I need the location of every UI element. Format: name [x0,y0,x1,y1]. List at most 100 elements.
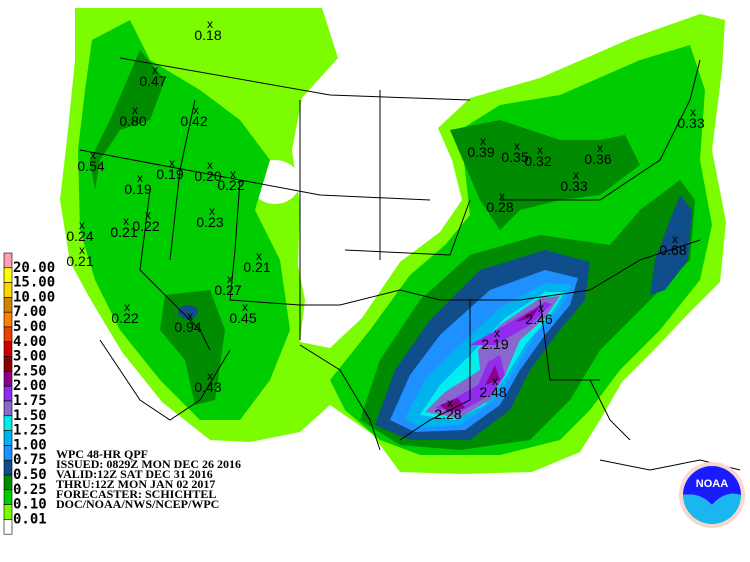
precip-value: 0.33 [560,178,587,194]
legend-label: 10.00 [13,289,55,305]
precip-maximum: x0.19 [124,171,151,197]
precip-value: 0.19 [124,181,151,197]
x-marker-icon: x [538,301,544,315]
x-marker-icon: x [227,272,233,286]
forecaster: FORECASTER: SCHICHTEL [56,487,216,501]
precip-maximum: x0.42 [180,103,207,129]
x-marker-icon: x [90,148,96,162]
precip-value: 0.68 [659,242,686,258]
precip-area-0.50-atlantic [650,195,692,295]
x-marker-icon: x [207,17,213,31]
precip-value: 0.23 [196,214,223,230]
legend-swatch [3,341,13,357]
precip-value: 0.36 [584,151,611,167]
precip-area-0.25-west [90,50,165,190]
legend-swatch [3,445,13,461]
precip-maximum: x0.18 [194,17,221,43]
product-info: WPC 48-HR QPF ISSUED: 0829Z MON DEC 26 2… [56,447,241,511]
legend-swatch [3,504,13,520]
legend-swatch [3,282,13,298]
precip-maximum: x0.33 [677,105,704,131]
x-marker-icon: x [79,243,85,257]
legend-label: 2.00 [13,378,47,394]
precip-maximum: x0.19 [156,156,183,182]
legend-label: 0.10 [13,497,47,513]
precip-maximum: x0.27 [214,272,241,298]
precip-maximum: x0.68 [659,232,686,258]
precip-area-1.75 [435,302,552,412]
precip-maximum: x0.22 [111,300,138,326]
precip-value: 0.94 [174,319,201,335]
precip-value: 0.19 [156,166,183,182]
x-marker-icon: x [207,369,213,383]
precip-area-2.00 [440,306,540,412]
legend-label: 0.50 [13,467,47,483]
x-marker-icon: x [480,134,486,148]
legend-swatch [3,430,13,446]
precip-maximum: x0.54 [77,148,104,174]
legend-label: 7.00 [13,304,47,320]
legend-label: 1.25 [13,423,47,439]
x-marker-icon: x [124,300,130,314]
x-marker-icon: x [137,171,143,185]
precip-value: 0.18 [194,27,221,43]
x-marker-icon: x [152,63,158,77]
legend-label: 3.00 [13,349,47,365]
x-marker-icon: x [514,139,520,153]
legend-swatch [3,297,13,313]
legend-swatch [3,371,13,387]
x-marker-icon: x [494,326,500,340]
legend-label: 1.00 [13,437,47,453]
x-marker-icon: x [209,204,215,218]
legend-label: 4.00 [13,334,47,350]
legend-swatch [3,474,13,491]
legend-label: 20.00 [13,260,55,276]
precip-maximum: x0.23 [196,204,223,230]
precip-value: 0.42 [180,113,207,129]
valid-time: VALID:12Z SAT DEC 31 2016 [56,467,213,481]
x-marker-icon: x [537,143,543,157]
x-marker-icon: x [123,214,129,228]
precip-value: 0.33 [677,115,704,131]
issued-time: ISSUED: 0829Z MON DEC 26 2016 [56,457,241,471]
precip-value: 0.45 [229,310,256,326]
precip-value: 0.21 [66,253,93,269]
product-title: WPC 48-HR QPF [56,447,148,461]
x-marker-icon: x [230,167,236,181]
x-marker-icon: x [573,168,579,182]
precip-maximum: x0.24 [66,218,93,244]
precip-value: 2.19 [481,336,508,352]
precip-maximum: x2.46 [525,301,552,327]
x-marker-icon: x [597,141,603,155]
precip-maximum: x2.19 [481,326,508,352]
precip-value: 0.32 [524,153,551,169]
x-marker-icon: x [447,396,453,410]
precip-area-0.25-sw [160,290,225,405]
legend-swatch [3,311,13,328]
x-marker-icon: x [690,105,696,119]
legend-swatch [3,459,13,476]
precip-maximum: x0.45 [229,300,256,326]
precip-maximum: x0.21 [66,243,93,269]
legend-swatch [3,519,13,535]
precip-maximum: x0.47 [139,63,166,89]
legend: 20.0015.0010.007.005.004.003.002.502.001… [3,252,55,535]
precip-area-0.50-az [178,305,198,319]
x-marker-icon: x [242,300,248,314]
legend-label: 5.00 [13,319,47,335]
precip-value: 0.54 [77,158,104,174]
x-marker-icon: x [187,309,193,323]
precip-value: 0.22 [217,177,244,193]
precip-value: 0.24 [66,228,93,244]
political-boundaries [79,57,741,471]
precip-value: 2.28 [434,406,461,422]
precip-maximum: x0.43 [194,369,221,395]
precip-maximum: x0.32 [524,143,551,169]
precip-value: 0.35 [501,149,528,165]
precip-maximum: x0.21 [110,214,137,240]
legend-label: 0.75 [13,452,47,468]
x-marker-icon: x [672,232,678,246]
